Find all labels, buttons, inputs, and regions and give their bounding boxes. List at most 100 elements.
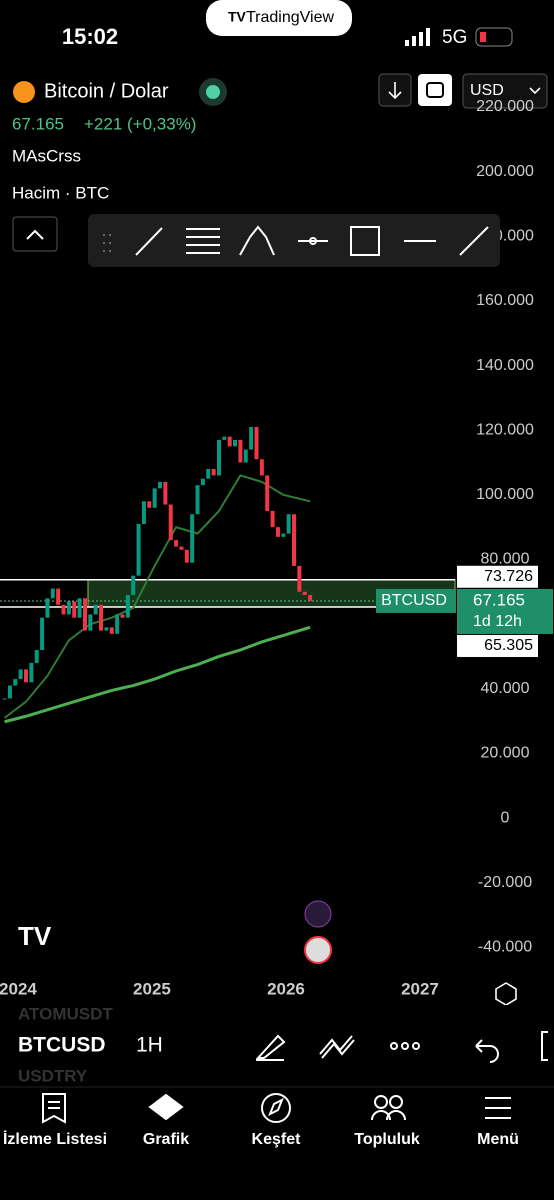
y-tick-label: 20.000	[481, 745, 530, 762]
fib-tool[interactable]	[186, 228, 220, 254]
candle	[93, 604, 98, 615]
down-icon	[388, 82, 402, 100]
more-icon	[541, 1031, 548, 1061]
candle	[179, 546, 184, 550]
candle	[13, 679, 18, 686]
candle	[190, 514, 195, 563]
candle	[2, 698, 7, 700]
collapse-button[interactable]	[12, 216, 58, 252]
ext-tool[interactable]	[459, 226, 489, 256]
x-tick-label: 2024	[0, 979, 37, 998]
caret	[529, 87, 541, 95]
candle	[61, 604, 66, 615]
candle	[18, 669, 23, 680]
symbol-name[interactable]: Bitcoin / Dolar	[44, 80, 169, 102]
nav-label[interactable]: Topluluk	[354, 1131, 420, 1148]
indicator-icon[interactable]	[319, 1035, 355, 1059]
candle	[292, 514, 297, 566]
tv-logo: TV	[228, 9, 247, 25]
undo-icon[interactable]	[475, 1039, 499, 1063]
nav-label[interactable]: Menü	[477, 1131, 519, 1148]
candle	[174, 540, 179, 547]
candle	[88, 614, 93, 631]
candle	[136, 523, 141, 576]
bar-icons	[255, 1031, 548, 1063]
app-name: TradingView	[246, 9, 334, 26]
prev-symbol: ATOMUSDT	[18, 1004, 113, 1023]
y-tick-label: -20.000	[478, 874, 532, 891]
x-tick-label: 2025	[133, 979, 171, 998]
candle	[125, 595, 130, 618]
level-label: 65.305	[484, 637, 533, 654]
candle	[141, 501, 146, 524]
moving-average	[4, 625, 311, 724]
battery	[475, 27, 513, 47]
header-change: +221 (+0,33%)	[84, 114, 196, 133]
currency-select[interactable]	[462, 73, 548, 109]
trend-tool[interactable]	[135, 227, 163, 256]
candle	[40, 617, 45, 650]
toolbar-icons	[103, 225, 489, 256]
candle	[104, 627, 109, 631]
countdown-label: 1d 12h	[473, 613, 522, 630]
candle	[211, 468, 216, 476]
status-time: 15:02	[62, 24, 118, 49]
nav-label[interactable]: Grafik	[143, 1131, 189, 1148]
symbol[interactable]: BTCUSD	[18, 1034, 106, 1057]
nav-label[interactable]: Keşfet	[252, 1131, 302, 1148]
level-label-bg	[457, 634, 538, 657]
candle	[200, 478, 205, 486]
btc-icon	[13, 81, 35, 103]
battery-level	[480, 32, 486, 42]
y-tick-label: 220.000	[476, 98, 534, 115]
draw-icon[interactable]	[255, 1034, 286, 1061]
symbol-label: BTCUSD	[381, 592, 447, 609]
candle	[152, 488, 157, 508]
candle	[147, 501, 152, 508]
last-label-bg	[457, 588, 553, 634]
symbol-label-bg	[376, 588, 456, 613]
candle	[297, 565, 302, 592]
candle	[72, 601, 77, 618]
candle	[286, 514, 291, 534]
y-tick-label: 120.000	[476, 421, 534, 438]
indicator[interactable]: Hacim · BTC	[12, 183, 109, 202]
candle	[281, 533, 286, 537]
settings-icon[interactable]	[495, 982, 517, 1006]
last-price-label: 67.165	[473, 590, 525, 609]
next-symbol: USDTRY	[18, 1066, 88, 1085]
candle	[131, 575, 136, 596]
candle	[243, 449, 248, 463]
candle	[259, 459, 264, 476]
nav-label[interactable]: İzleme Listesi	[3, 1130, 107, 1148]
status-dot	[206, 85, 220, 99]
candle	[7, 685, 12, 699]
y-tick-label: 140.000	[476, 357, 534, 374]
currency: USD	[470, 82, 504, 99]
candle	[158, 481, 163, 489]
x-tick-label: 2026	[267, 979, 305, 998]
moving-average	[3, 474, 311, 719]
rect-tool[interactable]	[350, 226, 380, 256]
event-icon[interactable]	[304, 900, 332, 928]
y-tick-label: 160.000	[476, 292, 534, 309]
candle	[222, 436, 227, 440]
level-label-bg	[457, 565, 538, 588]
interval[interactable]: 1H	[136, 1034, 163, 1057]
flag-icon[interactable]	[304, 936, 332, 964]
fit-button[interactable]	[418, 74, 452, 106]
candle	[77, 598, 82, 618]
app-pill	[206, 0, 352, 36]
candle	[184, 549, 189, 563]
candle	[265, 475, 270, 511]
x-tick-label: 2027	[401, 979, 439, 998]
candle	[270, 510, 275, 528]
y-tick-label: 40.000	[481, 680, 530, 697]
candle	[206, 468, 211, 479]
y-tick-label: -40.000	[478, 939, 532, 956]
indicator[interactable]: MAsCrss	[12, 146, 81, 165]
pattern-tool[interactable]	[239, 225, 275, 256]
candle	[302, 591, 307, 596]
